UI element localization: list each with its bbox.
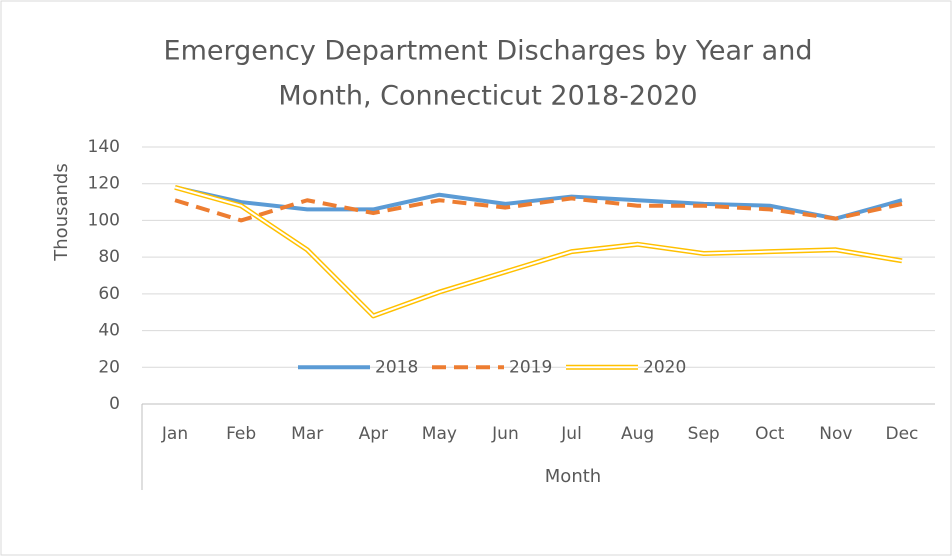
y-tick-label: 140 [88, 137, 120, 157]
line-series-core [174, 186, 903, 317]
legend-label: 2019 [509, 357, 552, 377]
x-tick-label: Aug [621, 424, 654, 444]
chart-title: Emergency Department Discharges by Year … [164, 36, 813, 67]
x-tick-label: Jun [491, 424, 519, 444]
chart-title: Month, Connecticut 2018-2020 [278, 81, 697, 112]
legend-label: 2018 [375, 357, 418, 377]
y-tick-label: 20 [98, 357, 120, 377]
y-tick-label: 80 [98, 247, 120, 267]
x-axis-label: Month [545, 466, 601, 487]
x-tick-label: Feb [226, 424, 256, 444]
x-tick-label: Apr [359, 424, 388, 444]
x-tick-label: Sep [688, 424, 720, 444]
x-tick-label: May [422, 424, 457, 444]
x-tick-label: Mar [291, 424, 323, 444]
x-tick-label: Jul [560, 424, 582, 444]
x-tick-label: Jan [161, 424, 188, 444]
x-tick-label: Nov [819, 424, 852, 444]
y-tick-label: 60 [98, 284, 120, 304]
y-tick-label: 0 [109, 394, 120, 414]
legend-label: 2020 [643, 357, 686, 377]
y-tick-label: 100 [88, 210, 120, 230]
y-tick-label: 120 [88, 174, 120, 194]
y-tick-label: 40 [98, 321, 120, 341]
x-tick-label: Oct [755, 424, 785, 444]
x-tick-label: Dec [886, 424, 919, 444]
line-series [174, 185, 903, 221]
y-axis-label: Thousands [51, 163, 72, 261]
